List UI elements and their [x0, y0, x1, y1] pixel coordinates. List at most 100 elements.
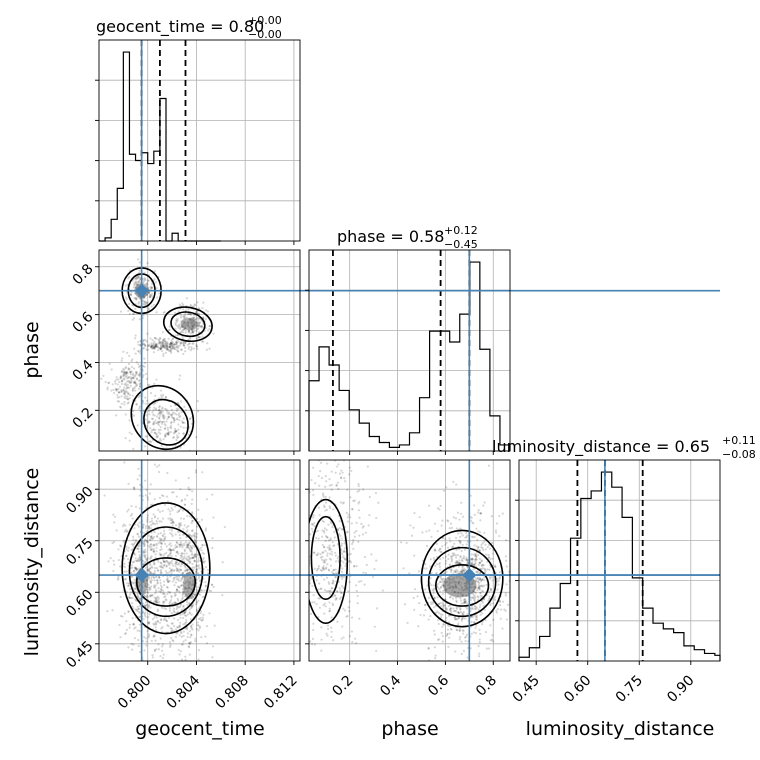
sample-point: [340, 544, 343, 547]
sample-point: [170, 519, 173, 522]
sample-point: [196, 317, 200, 320]
sample-point: [119, 406, 123, 409]
sample-point: [182, 528, 185, 531]
sample-point: [120, 395, 123, 398]
sample-point: [324, 495, 327, 498]
sample-point: [326, 624, 330, 627]
sample-point: [125, 548, 128, 551]
sample-point: [328, 609, 332, 612]
sample-point: [208, 324, 212, 327]
sample-point: [501, 627, 504, 630]
sample-point: [480, 543, 483, 546]
sample-point: [453, 618, 457, 621]
sample-point: [463, 601, 466, 604]
sample-point: [424, 588, 427, 591]
sample-point: [344, 558, 347, 561]
sample-point: [204, 635, 207, 638]
sample-point: [179, 517, 183, 520]
sample-point: [138, 278, 141, 281]
sample-point: [146, 630, 149, 633]
sample-point: [178, 545, 181, 548]
sample-point: [198, 336, 201, 339]
sample-point: [169, 519, 172, 522]
sample-point: [173, 584, 176, 587]
sample-point: [130, 294, 133, 297]
sample-point: [133, 277, 137, 280]
sample-point: [129, 376, 132, 379]
sample-point: [199, 590, 202, 593]
sample-point: [135, 569, 138, 572]
sample-point: [158, 416, 161, 420]
sample-point: [450, 568, 453, 571]
sample-point: [178, 570, 181, 573]
sample-point: [128, 312, 131, 315]
sample-point: [343, 542, 346, 545]
sample-point: [144, 550, 147, 554]
sample-point: [439, 580, 442, 583]
panel-frame-1-1: [308, 249, 511, 452]
sample-point: [313, 551, 316, 554]
sample-point: [148, 294, 152, 297]
sample-point: [479, 512, 483, 515]
sample-point: [309, 640, 312, 643]
sample-point: [128, 381, 131, 384]
sample-point: [147, 308, 150, 311]
sample-point: [187, 433, 190, 436]
sample-point: [179, 556, 182, 560]
sample-point: [155, 433, 158, 436]
sample-point: [317, 616, 320, 619]
sample-point: [173, 419, 176, 422]
sample-point: [362, 488, 365, 491]
sample-point: [473, 605, 476, 608]
sample-point: [183, 503, 186, 506]
sample-point: [161, 601, 165, 604]
title-geocent-time: geocent_time = 0.80 +0.00 −0.00: [96, 14, 282, 41]
sample-point: [182, 630, 185, 633]
sample-point: [202, 552, 206, 555]
sample-point: [179, 603, 183, 606]
sample-point: [134, 280, 138, 283]
sample-point: [185, 552, 188, 555]
sample-point: [325, 508, 328, 511]
sample-point: [159, 389, 163, 392]
sample-point: [137, 280, 140, 283]
sample-point: [188, 642, 192, 645]
sample-point: [479, 561, 482, 564]
sample-point: [498, 600, 502, 603]
sample-point: [337, 559, 340, 562]
sample-point: [160, 420, 164, 423]
sample-point: [111, 609, 114, 612]
sample-point: [164, 607, 168, 611]
sample-point: [142, 551, 146, 555]
sample-point: [321, 543, 324, 547]
sample-point: [189, 557, 192, 560]
sample-point: [503, 608, 506, 611]
sample-point: [132, 286, 135, 289]
sample-point: [342, 607, 345, 610]
sample-point: [150, 292, 154, 295]
sample-point: [174, 561, 178, 564]
sample-point: [149, 580, 152, 583]
sample-point: [483, 501, 486, 504]
sample-point: [334, 572, 337, 575]
sample-point: [458, 539, 461, 542]
sample-point: [489, 602, 492, 605]
sample-point: [191, 546, 194, 549]
sample-point: [462, 555, 466, 558]
sample-point: [330, 587, 333, 590]
sample-point: [153, 616, 156, 619]
sample-point: [457, 565, 460, 568]
sample-point: [158, 409, 161, 412]
sample-point: [166, 586, 169, 589]
sample-point: [442, 577, 445, 580]
sample-point: [328, 478, 331, 481]
sample-point: [142, 302, 145, 306]
sample-point: [201, 589, 204, 592]
sample-point: [152, 346, 155, 349]
sample-point: [442, 572, 446, 575]
sample-point: [147, 421, 151, 424]
sample-point: [464, 558, 467, 561]
sample-point: [370, 553, 373, 556]
sample-point: [152, 551, 155, 554]
sample-point: [323, 602, 326, 605]
